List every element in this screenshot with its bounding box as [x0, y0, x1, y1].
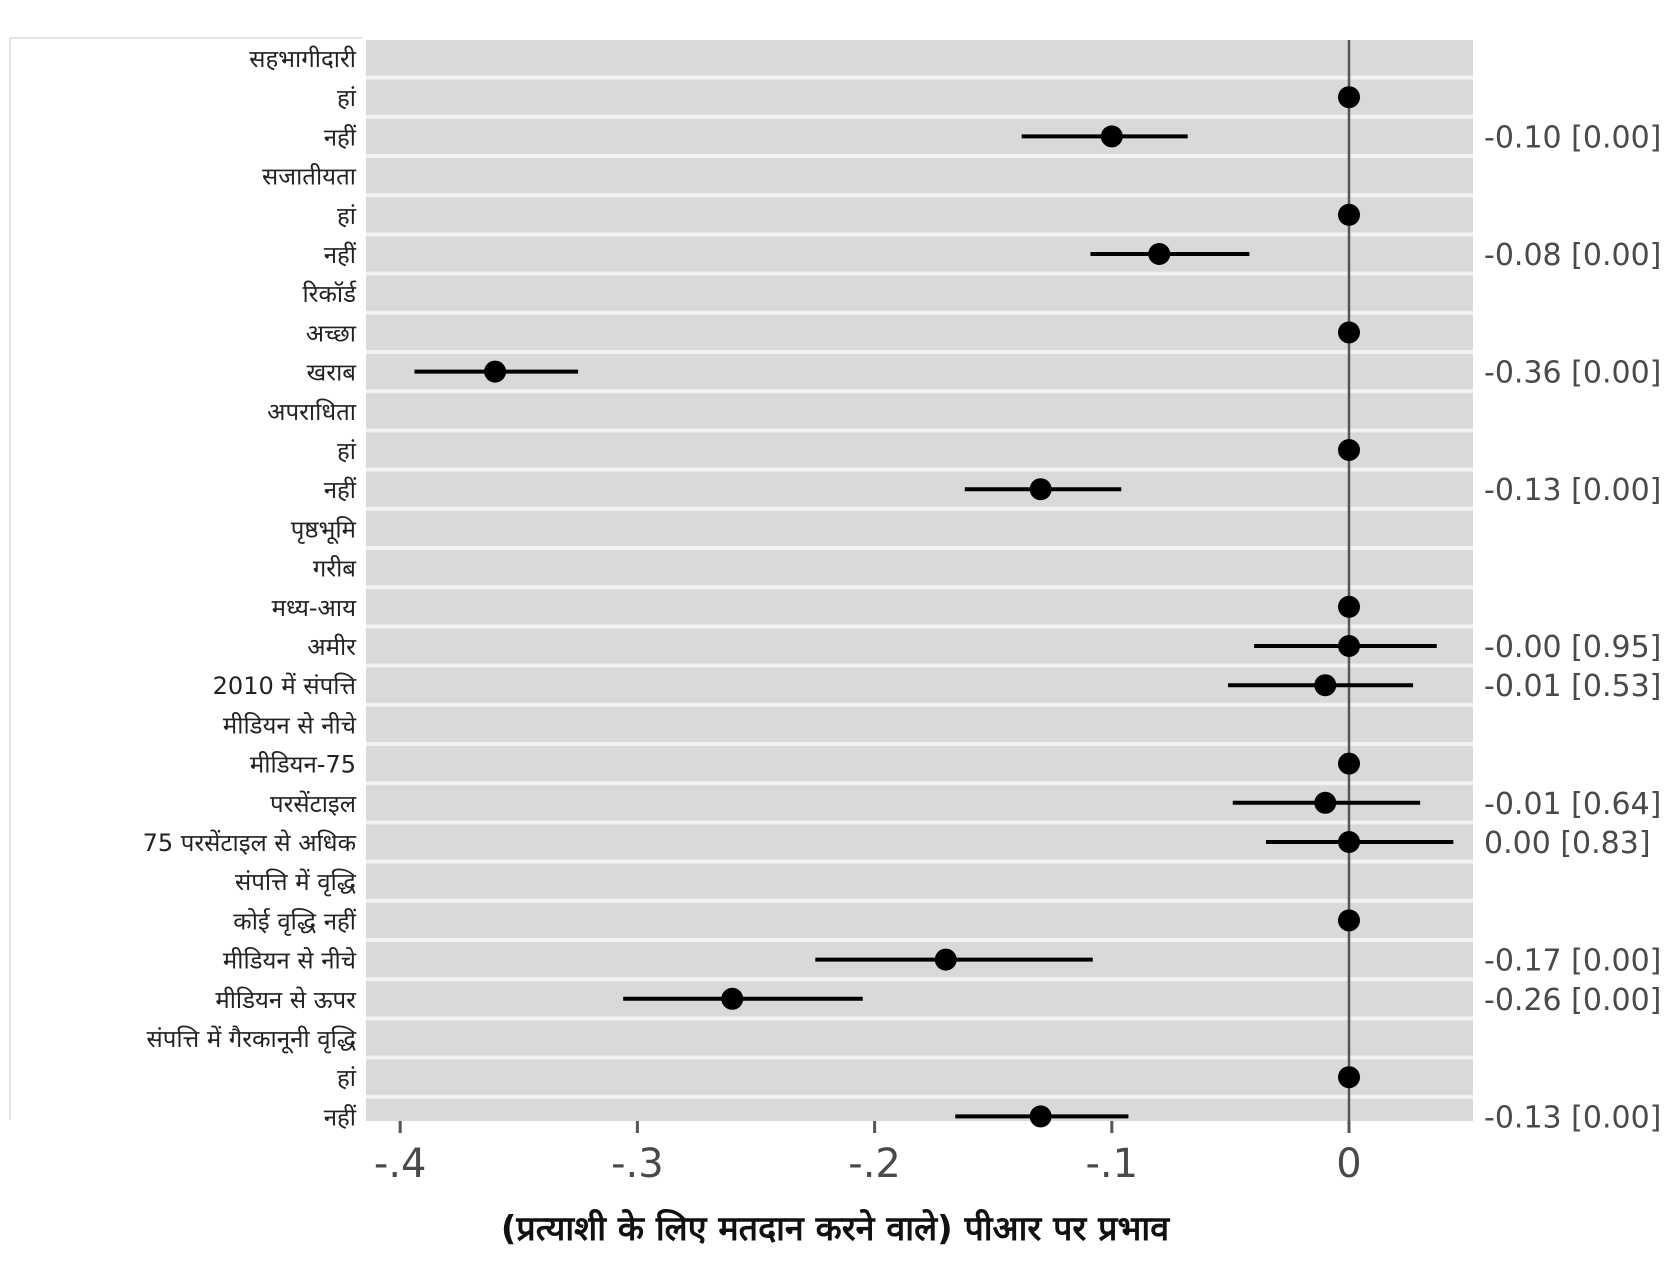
row-label: नहीं — [324, 241, 357, 269]
row-label: मीडियन से नीचे — [223, 711, 357, 739]
row-label: सजातीयता — [262, 163, 357, 191]
row-label: मीडियन-75 — [250, 751, 356, 779]
estimate-label: -0.08 [0.00] — [1484, 238, 1661, 273]
row-label: सहभागीदारी — [249, 45, 357, 73]
x-tick-label: 0 — [1336, 1141, 1361, 1187]
estimate-label: -0.01 [0.53] — [1484, 669, 1661, 704]
row-label: संपत्ति में गैरकानूनी वृद्धि — [147, 1025, 357, 1054]
row-label: अपराधिता — [267, 398, 357, 426]
point-estimate — [1148, 243, 1171, 265]
row-label: अमीर — [307, 633, 357, 661]
estimate-label: -0.17 [0.00] — [1484, 944, 1661, 979]
x-tick-label: -.3 — [611, 1141, 664, 1187]
point-estimate — [1100, 125, 1123, 148]
x-axis-title: (प्रत्याशी के लिए मतदान करने वाले) पीआर … — [501, 1208, 1170, 1249]
x-tick-label: -.2 — [848, 1141, 901, 1187]
row-label: 75 परसेंटाइल से अधिक — [143, 829, 357, 857]
point-estimate — [1338, 635, 1360, 657]
point-estimate — [1338, 439, 1360, 461]
row-label: संपत्ति में वृद्धि — [235, 868, 357, 897]
point-estimate — [1338, 752, 1360, 775]
row-label: नहीं — [324, 123, 357, 151]
point-estimate — [1314, 674, 1337, 697]
point-estimate — [1314, 791, 1337, 814]
row-label: हां — [337, 1064, 357, 1092]
point-estimate — [1338, 86, 1360, 109]
x-tick-label: -.1 — [1085, 1141, 1138, 1187]
row-label: नहीं — [324, 1103, 357, 1131]
row-labels: सहभागीदारी हां नहीं सजातीयता हां नहीं रिकॉर्ड अ… — [143, 45, 358, 1131]
point-estimate — [1338, 1066, 1360, 1089]
row-label: कोई वृद्धि नहीं — [233, 907, 356, 936]
row-gridlines — [366, 75, 1473, 1099]
estimate-label: -0.00 [0.95] — [1484, 630, 1661, 665]
row-label: हां — [337, 437, 357, 465]
point-estimate — [1029, 1105, 1052, 1128]
estimate-label: -0.26 [0.00] — [1484, 983, 1661, 1018]
estimate-label: -0.36 [0.00] — [1484, 356, 1661, 391]
point-estimate — [1338, 203, 1360, 226]
estimate-label: -0.13 [0.00] — [1484, 473, 1661, 508]
row-label: मध्य-आय — [272, 594, 357, 622]
point-estimate — [1338, 321, 1360, 344]
x-tick-label: -.4 — [374, 1141, 427, 1187]
row-label: खराब — [307, 359, 358, 387]
x-axis: -.4 -.3 -.2 -.1 0 — [374, 1121, 1362, 1187]
row-label: पृष्ठभूमि — [291, 515, 357, 544]
estimate-labels: -0.10 [0.00] -0.08 [0.00] -0.36 [0.00] -0.1… — [1484, 120, 1661, 1135]
point-estimates — [484, 86, 1360, 1128]
row-label: परसेंटाइल — [270, 790, 357, 818]
point-estimate — [721, 987, 744, 1010]
row-label: गरीब — [313, 555, 358, 583]
estimate-label: -0.10 [0.00] — [1484, 120, 1661, 155]
row-label: नहीं — [324, 476, 357, 504]
estimate-label: 0.00 [0.83] — [1484, 826, 1651, 861]
estimate-label: -0.01 [0.64] — [1484, 787, 1661, 822]
point-estimate — [1338, 909, 1360, 932]
point-estimate — [1338, 831, 1360, 853]
point-estimate — [934, 948, 957, 971]
row-label: 2010 में संपत्ति — [213, 672, 357, 700]
point-estimate — [484, 360, 507, 383]
row-label: हां — [337, 84, 357, 112]
row-label: रिकॉर्ड — [302, 280, 357, 308]
row-label: मीडियन से नीचे — [223, 947, 357, 975]
row-label: हां — [337, 202, 357, 230]
row-label: अच्छा — [306, 319, 357, 347]
point-estimate — [1338, 595, 1360, 618]
row-label: मीडियन से ऊपर — [215, 986, 357, 1014]
point-estimate — [1029, 478, 1052, 501]
estimate-label: -0.13 [0.00] — [1484, 1100, 1661, 1135]
